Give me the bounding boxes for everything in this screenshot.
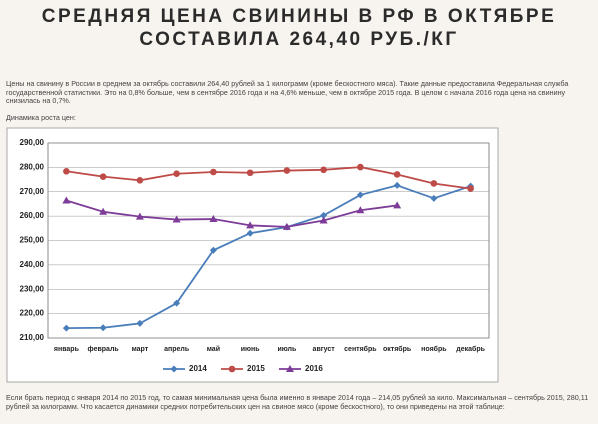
legend-label: 2016: [305, 364, 323, 373]
series-line: [66, 184, 471, 330]
point: [357, 163, 364, 171]
x-tick-label: март: [132, 346, 149, 353]
point: [136, 176, 144, 184]
point: [393, 201, 402, 209]
point: [62, 324, 70, 332]
series-line: [66, 166, 471, 190]
point: [356, 206, 365, 214]
point: [173, 170, 180, 178]
point: [99, 207, 108, 215]
point: [210, 168, 217, 176]
y-tick-label: 220,00: [20, 309, 45, 318]
chart-caption: Динамика роста цен:: [6, 113, 76, 122]
point: [228, 365, 236, 373]
point: [135, 212, 144, 220]
chart-frame: [6, 127, 499, 383]
point: [283, 167, 291, 174]
point: [356, 191, 364, 199]
point: [430, 194, 438, 202]
y-tick-label: 270,00: [20, 187, 45, 196]
point: [320, 166, 327, 174]
x-tick-label: август: [313, 346, 336, 353]
x-tick-label: апрель: [164, 346, 190, 353]
x-tick-label: октябрь: [383, 345, 412, 353]
point: [282, 222, 291, 230]
footer-text: Если брать период с января 2014 по 2015 …: [6, 393, 589, 411]
point: [320, 211, 328, 219]
point: [246, 229, 254, 237]
point: [63, 167, 70, 175]
x-tick-label: июнь: [241, 346, 261, 353]
x-tick-label: февраль: [88, 346, 120, 353]
title-line: СОСТАВИЛА 264,40 РУБ./КГ: [139, 29, 459, 50]
point: [172, 215, 181, 223]
point: [209, 246, 217, 254]
y-tick-label: 290,00: [20, 138, 45, 147]
point: [393, 171, 401, 178]
y-tick-label: 230,00: [20, 284, 45, 293]
intro-text: Цены на свинину в России в среднем за ок…: [6, 79, 569, 106]
point: [430, 180, 438, 187]
x-tick-label: май: [207, 345, 220, 353]
x-tick-label: сентябрь: [344, 345, 377, 353]
point: [136, 319, 144, 327]
y-tick-label: 240,00: [20, 260, 45, 269]
point: [99, 173, 107, 180]
title-line: СРЕДНЯЯ ЦЕНА СВИНИНЫ В РФ В ОКТЯБРЕ: [41, 6, 557, 27]
x-tick-label: декабрь: [456, 345, 485, 353]
point: [173, 299, 181, 307]
y-tick-label: 250,00: [20, 236, 45, 245]
point: [246, 169, 254, 177]
point: [99, 324, 107, 332]
y-tick-label: 260,00: [20, 211, 45, 220]
legend-label: 2014: [189, 364, 207, 373]
x-tick-label: ноябрь: [421, 345, 447, 353]
point: [246, 221, 255, 229]
series-line: [66, 199, 398, 228]
y-tick-label: 280,00: [20, 162, 45, 171]
point: [286, 365, 294, 372]
point: [393, 181, 401, 189]
point: [319, 216, 328, 224]
y-tick-label: 210,00: [20, 333, 45, 342]
x-tick-label: июль: [277, 346, 297, 353]
legend-label: 2015: [247, 364, 265, 373]
point: [209, 215, 218, 223]
point: [170, 365, 178, 373]
point: [62, 196, 71, 204]
point: [467, 185, 474, 192]
x-tick-label: январь: [54, 346, 80, 353]
